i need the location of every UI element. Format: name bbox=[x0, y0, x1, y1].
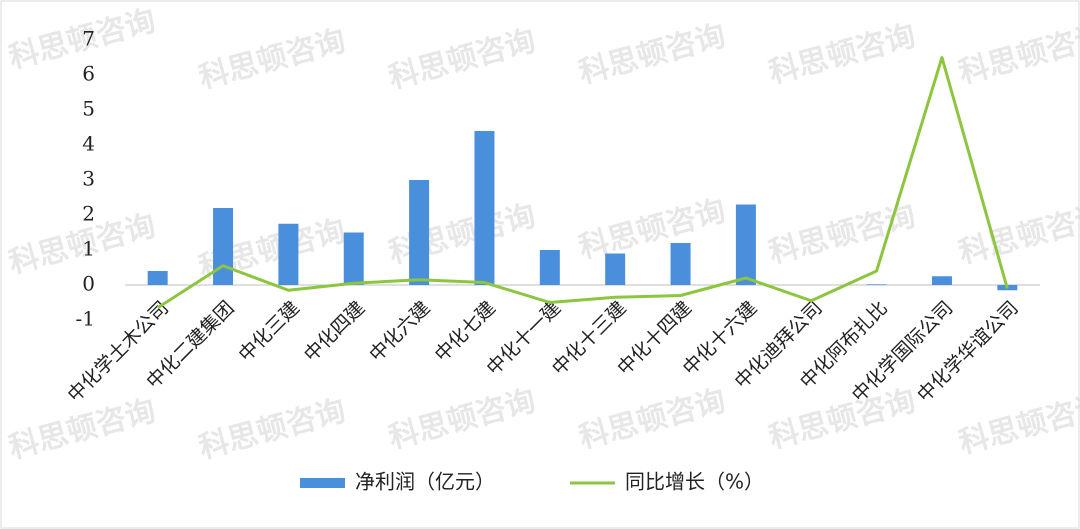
y-tick-label: 5 bbox=[82, 97, 95, 121]
bar bbox=[735, 204, 756, 285]
y-tick-label: 0 bbox=[82, 272, 95, 296]
bar bbox=[213, 208, 234, 285]
y-tick-label: 3 bbox=[82, 167, 95, 191]
line bbox=[156, 56, 1009, 310]
bar bbox=[931, 276, 952, 285]
y-tick-label: 1 bbox=[82, 237, 95, 261]
bar bbox=[343, 232, 364, 285]
bar bbox=[605, 253, 626, 285]
y-tick-label: -1 bbox=[76, 307, 95, 331]
bar bbox=[866, 284, 887, 285]
bar bbox=[409, 180, 430, 285]
y-tick-label: 4 bbox=[82, 132, 95, 156]
bar bbox=[670, 243, 691, 285]
bar bbox=[474, 131, 495, 285]
y-tick-label: 7 bbox=[82, 27, 95, 51]
bar bbox=[539, 250, 560, 285]
legend-label: 净利润（亿元） bbox=[355, 470, 495, 494]
legend-label: 同比增长（%） bbox=[625, 470, 764, 494]
bar bbox=[147, 271, 168, 285]
y-tick-label: 6 bbox=[82, 62, 95, 86]
y-tick-label: 2 bbox=[82, 202, 95, 226]
legend-swatch bbox=[300, 478, 345, 488]
bar bbox=[278, 223, 299, 285]
